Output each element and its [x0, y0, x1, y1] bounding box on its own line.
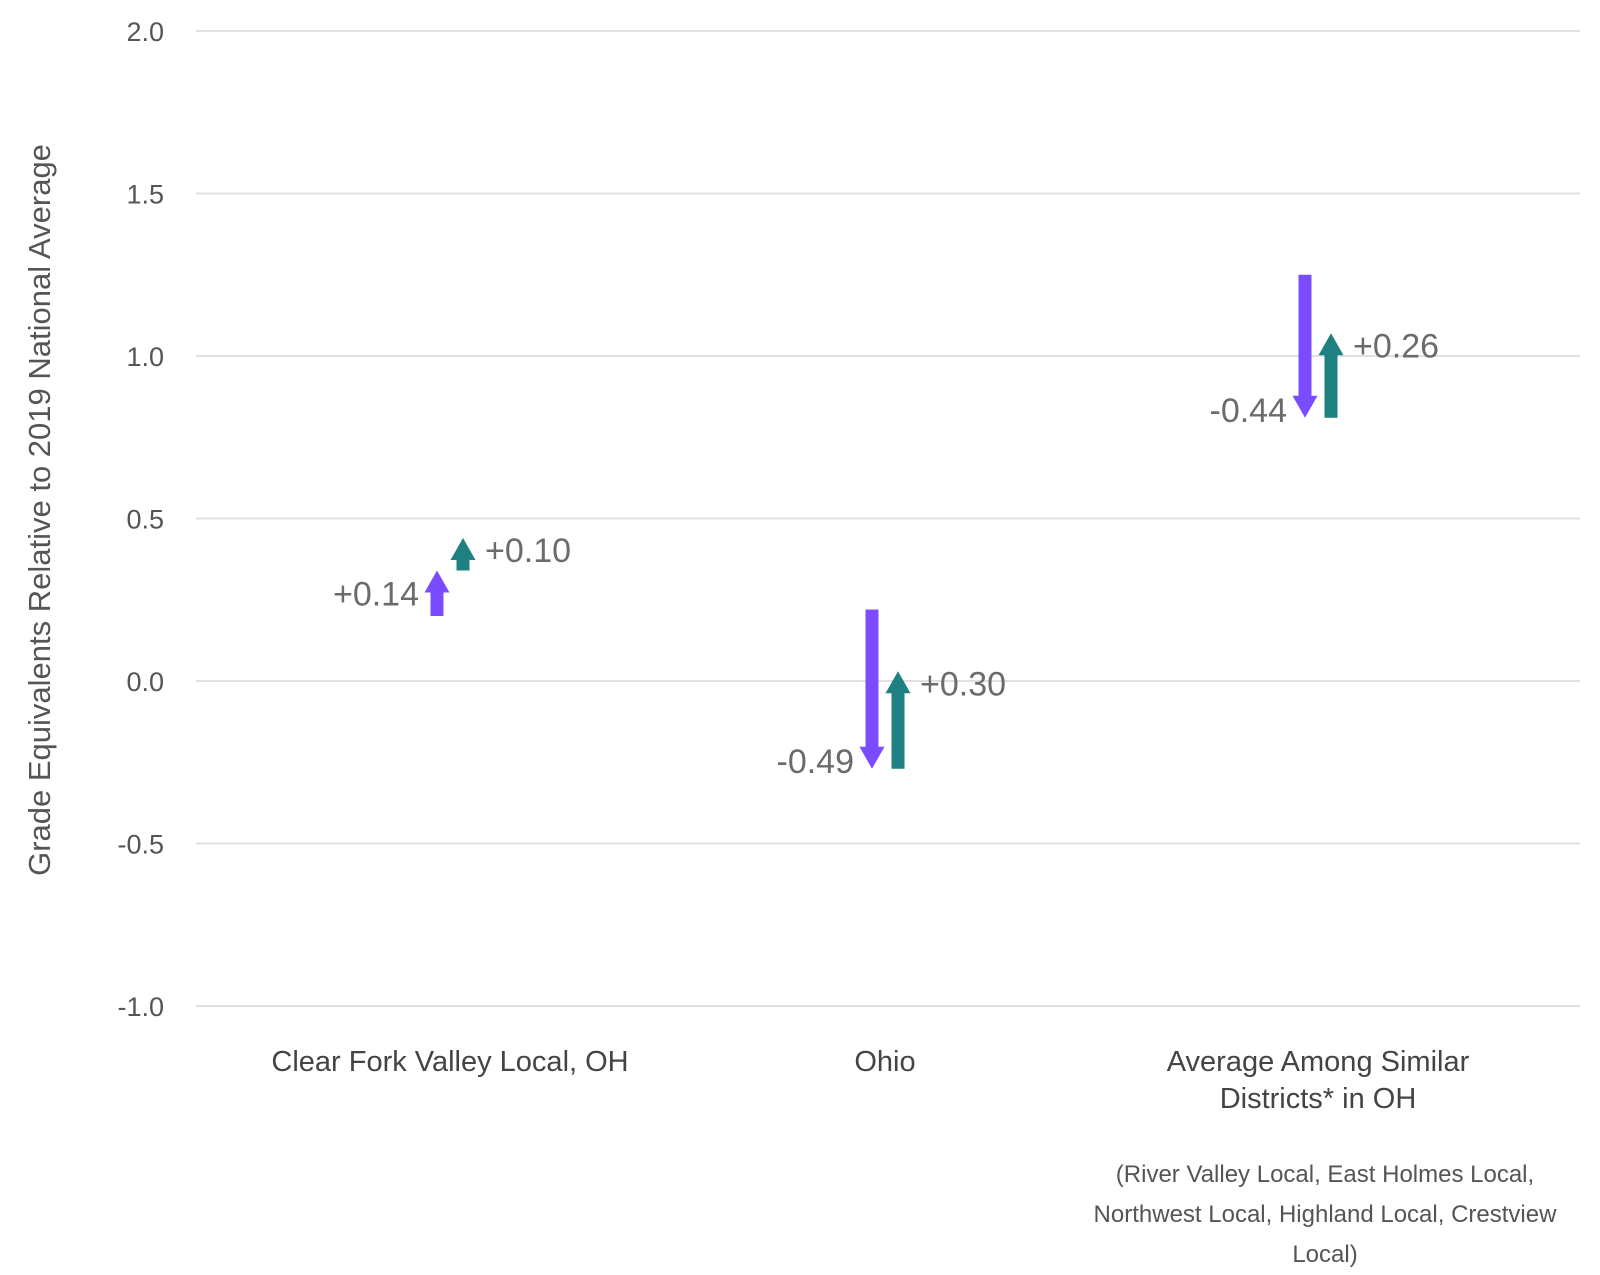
- gridlines: [196, 30, 1580, 1007]
- data-label: -0.49: [777, 743, 855, 781]
- y-tick-label: -1.0: [117, 992, 164, 1022]
- data-labels: +0.14 -0.49 -0.44 +0.10 +0.30 +0.26: [333, 327, 1439, 781]
- category-label: Districts* in OH: [1220, 1083, 1417, 1115]
- y-axis-title: Grade Equivalents Relative to 2019 Natio…: [22, 144, 57, 876]
- data-label: +0.30: [920, 665, 1006, 703]
- data-label: +0.14: [333, 575, 419, 613]
- category-label: Ohio: [854, 1046, 915, 1078]
- data-label: -0.44: [1210, 392, 1288, 430]
- y-tick-label: 2.0: [126, 17, 164, 47]
- y-tick-label: 0.5: [126, 505, 164, 535]
- footnote: (River Valley Local, East Holmes Local, N…: [1094, 1161, 1558, 1268]
- category-label: Average Among Similar: [1167, 1046, 1470, 1078]
- purple-arrow-1: [859, 609, 885, 769]
- teal-arrow-0: [450, 538, 476, 571]
- y-tick-label: -0.5: [117, 830, 164, 860]
- y-tick-label: 0.0: [126, 667, 164, 697]
- category-labels: Clear Fork Valley Local, OH Ohio Average A…: [271, 1046, 1469, 1115]
- teal-arrow-1: [885, 671, 911, 769]
- y-axis-ticks: 2.0 1.5 1.0 0.5 0.0 -0.5 -1.0: [117, 17, 164, 1022]
- y-tick-label: 1.0: [126, 342, 164, 372]
- category-label: Clear Fork Valley Local, OH: [271, 1046, 628, 1078]
- teal-arrow-2: [1318, 333, 1344, 418]
- y-tick-label: 1.5: [126, 180, 164, 210]
- data-label: +0.26: [1353, 327, 1439, 365]
- purple-arrow-2: [1292, 274, 1318, 418]
- footnote-line: Northwest Local, Highland Local, Crestvi…: [1094, 1201, 1558, 1228]
- footnote-line: (River Valley Local, East Holmes Local,: [1116, 1161, 1534, 1188]
- footnote-line: Local): [1292, 1241, 1357, 1268]
- arrow-marks: [424, 274, 1344, 769]
- purple-arrow-0: [424, 570, 450, 616]
- data-label: +0.10: [485, 532, 571, 570]
